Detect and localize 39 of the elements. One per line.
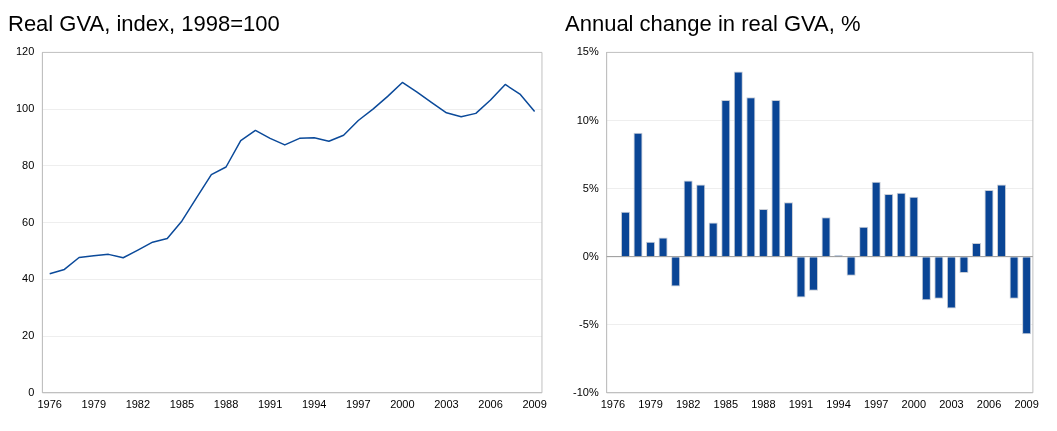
y-tick-label: 80 — [22, 158, 35, 171]
x-tick-label: 1982 — [675, 398, 701, 411]
x-tick-label: 1985 — [713, 398, 739, 411]
x-tick-label: 1988 — [213, 398, 239, 411]
y-tick-label: 10% — [576, 113, 599, 126]
y-tick-label: 15% — [576, 45, 599, 58]
x-tick-label: 2009 — [522, 398, 547, 411]
x-tick-label: 2006 — [478, 398, 503, 411]
chart-title: Annual change in real GVA, % — [565, 11, 861, 37]
x-tick-label: 2000 — [390, 398, 415, 411]
x-tick-label: 2009 — [1014, 398, 1039, 411]
x-tick-label: 1997 — [863, 398, 889, 411]
x-tick-label: 1994 — [826, 398, 851, 411]
x-tick-label: 1976 — [600, 398, 626, 411]
chart-title: Real GVA, index, 1998=100 — [8, 11, 280, 37]
x-tick-label: 2006 — [976, 398, 1002, 411]
x-tick-label: 1979 — [638, 398, 663, 411]
x-tick-label: 1982 — [125, 398, 151, 411]
x-tick-label: 1976 — [37, 398, 62, 411]
y-tick-label: 0% — [582, 249, 599, 262]
x-tick-label: 1979 — [81, 398, 107, 411]
x-tick-label: 1994 — [301, 398, 327, 411]
y-tick-label: 60 — [22, 215, 35, 228]
x-tick-label: 2003 — [939, 398, 964, 411]
y-tick-label: 120 — [15, 45, 35, 58]
x-tick-label: 1991 — [257, 398, 283, 411]
x-tick-label: 1991 — [788, 398, 814, 411]
x-tick-label: 2000 — [901, 398, 927, 411]
y-tick-label: 0 — [28, 385, 35, 398]
y-tick-label: 40 — [22, 272, 35, 285]
y-tick-label: -10% — [572, 385, 599, 398]
x-tick-label: 1985 — [169, 398, 195, 411]
y-tick-label: -5% — [579, 317, 599, 330]
y-tick-label: 20 — [22, 329, 35, 342]
y-tick-label: 100 — [15, 102, 35, 115]
y-tick-label: 5% — [582, 181, 599, 194]
x-tick-label: 2003 — [434, 398, 459, 411]
x-tick-label: 1997 — [346, 398, 371, 411]
x-tick-label: 1988 — [751, 398, 776, 411]
